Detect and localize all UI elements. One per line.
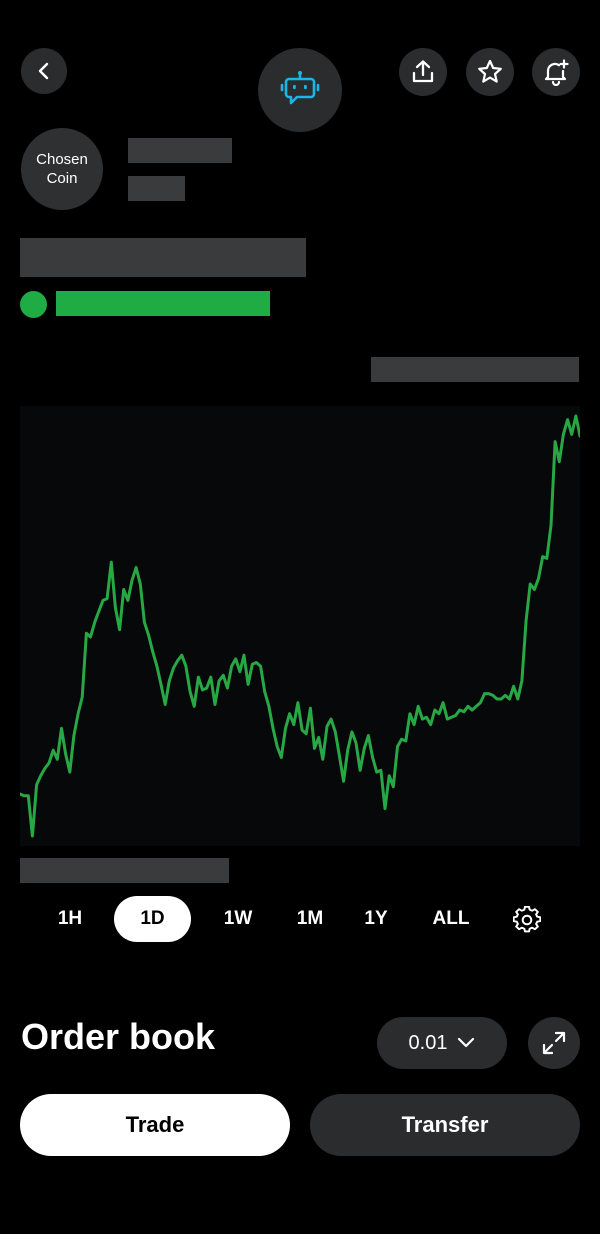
robot-chat-icon: [280, 71, 320, 105]
assistant-button[interactable]: [258, 48, 342, 132]
coin-name-placeholder: [128, 138, 232, 163]
price-change-bar: [56, 291, 270, 316]
share-upload-icon: [412, 60, 434, 83]
transfer-button-label: Transfer: [401, 1112, 489, 1137]
order-book-title: Order book: [21, 1016, 216, 1057]
tick-size-select[interactable]: 0.01: [377, 1017, 507, 1069]
favorite-button[interactable]: [466, 48, 514, 96]
expand-button[interactable]: [528, 1017, 580, 1069]
status-dot: [20, 291, 47, 318]
coin-symbol-placeholder: [128, 176, 185, 201]
price-placeholder: [20, 238, 306, 277]
price-alert-button[interactable]: [532, 48, 580, 96]
timeframe-1h[interactable]: 1H: [57, 908, 83, 929]
chart-high-label-placeholder: [371, 357, 579, 382]
share-button[interactable]: [399, 48, 447, 96]
trade-button-label: Trade: [125, 1112, 185, 1137]
coin-avatar-line1: Chosen: [36, 151, 88, 168]
tick-size-value: 0.01: [408, 1031, 448, 1054]
gear-icon[interactable]: [513, 906, 541, 934]
coin-avatar-line2: Coin: [46, 170, 78, 187]
price-line-series: [20, 414, 580, 838]
timeframe-all[interactable]: ALL: [432, 908, 470, 929]
transfer-button[interactable]: Transfer: [310, 1094, 580, 1156]
trade-button[interactable]: Trade: [20, 1094, 290, 1156]
coin-avatar: Chosen Coin: [21, 128, 103, 210]
bell-plus-icon: [544, 59, 569, 86]
price-chart-area[interactable]: [20, 406, 580, 846]
expand-icon: [542, 1031, 566, 1055]
timeframe-selector: 1H 1D 1W 1M 1Y ALL: [20, 896, 580, 944]
timeframe-1m[interactable]: 1M: [296, 908, 324, 929]
chevron-down-icon: [458, 1037, 475, 1048]
price-chart[interactable]: [20, 406, 580, 846]
back-button[interactable]: [21, 48, 67, 94]
timeframe-1w[interactable]: 1W: [223, 908, 253, 929]
star-icon: [478, 59, 502, 83]
chevron-left-icon: [38, 62, 49, 80]
chart-low-label-placeholder: [20, 858, 229, 883]
timeframe-1y[interactable]: 1Y: [364, 908, 388, 929]
timeframe-1d[interactable]: 1D: [114, 896, 191, 942]
